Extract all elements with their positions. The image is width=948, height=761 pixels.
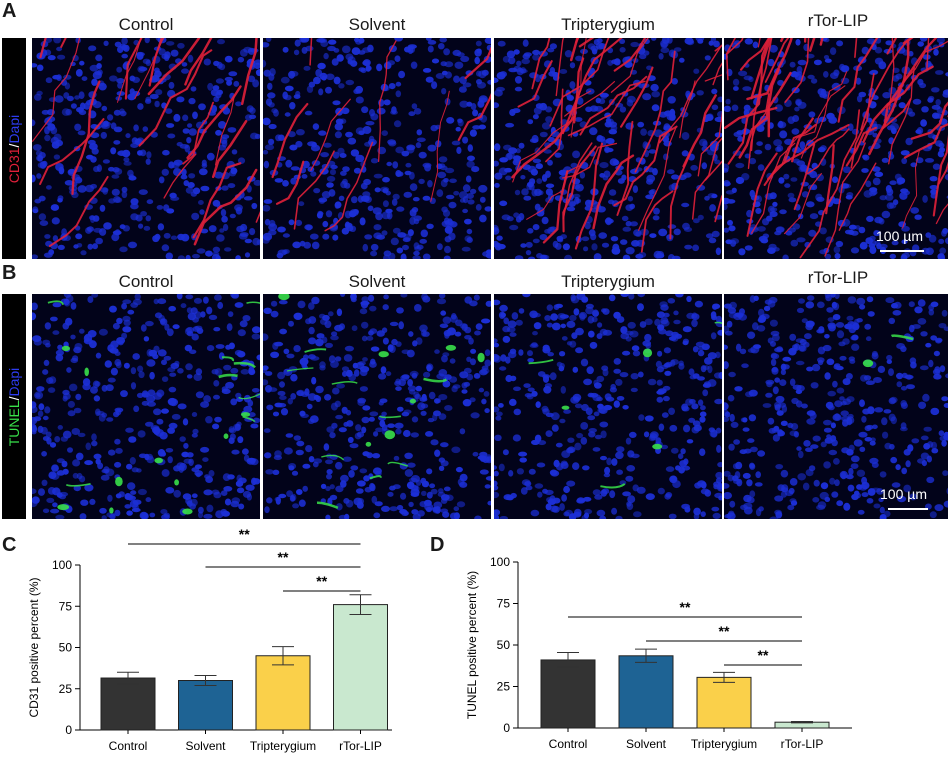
tunel-bar-chart: 0 25 50 75 100 TUNEL positive percent (%) Cont…	[465, 555, 852, 751]
significance-label-c-0: **	[239, 526, 250, 542]
x-tick-label-c-3: rTor-LIP	[339, 739, 382, 753]
stain-dapi-text: Dapi	[6, 367, 22, 396]
scale-bar-a	[880, 250, 924, 252]
bar-c-2	[255, 655, 311, 731]
stain-cd31-text: CD31	[6, 146, 22, 183]
stain-tunel-text: TUNEL	[6, 399, 22, 446]
significance-label-c-2: **	[316, 573, 327, 589]
y-tick-label-c-75: 75	[59, 599, 73, 613]
panel-label-c: C	[2, 534, 17, 556]
panel-label-a: A	[2, 0, 17, 22]
y-tick-label-d-25: 25	[497, 680, 511, 694]
panel-label-d: D	[430, 534, 445, 556]
y-tick-label-c-0: 0	[65, 723, 72, 737]
bar-c-3	[333, 604, 388, 731]
y-axis-title-c: CD31 positive percent (%)	[27, 577, 41, 717]
significance-label-c-1: **	[278, 549, 289, 565]
column-title-tripterygium-b: Tripterygium	[561, 272, 655, 291]
bar-d-1	[618, 655, 674, 729]
panel-label-b: B	[2, 262, 17, 284]
column-title-tripterygium-a: Tripterygium	[561, 15, 655, 34]
significance-label-d-0: **	[680, 599, 691, 615]
stain-dapi-text: Dapi	[6, 114, 22, 144]
significance-label-d-2: **	[758, 647, 769, 663]
scale-label-a: 100 µm	[876, 228, 923, 244]
x-tick-label-c-2: Tripterygium	[250, 739, 316, 753]
y-axis-title-d: TUNEL positive percent (%)	[465, 571, 479, 719]
x-tick-label-c-0: Control	[109, 739, 148, 753]
micrograph-a-tripterygium	[494, 38, 722, 259]
x-tick-label-d-2: Tripterygium	[691, 737, 757, 751]
stain-label-tunel: TUNEL/Dapi	[2, 294, 26, 519]
y-tick-label-c-25: 25	[59, 682, 73, 696]
stain-label-cd31: CD31/Dapi	[2, 38, 26, 259]
scale-bar-b	[888, 508, 928, 510]
micrograph-a-rtorlip	[724, 38, 948, 259]
micrograph-b-control	[32, 294, 260, 519]
bar-c-1	[178, 680, 233, 731]
micrograph-b-rtorlip	[724, 294, 948, 519]
column-title-control-a: Control	[118, 15, 174, 34]
stain-sep-text: /	[6, 143, 22, 147]
bar-d-2	[696, 676, 752, 729]
bar-d-0	[540, 659, 596, 729]
y-tick-label-d-50: 50	[497, 638, 511, 652]
micrograph-a-control	[32, 38, 260, 259]
column-title-control-b: Control	[118, 272, 174, 291]
y-tick-label-d-100: 100	[490, 555, 510, 569]
x-tick-label-d-0: Control	[549, 737, 588, 751]
micrograph-b-solvent	[263, 294, 491, 519]
y-tick-label-c-50: 50	[59, 641, 73, 655]
cd31-bar-chart: 0 25 50 75 100 CD31 positive percent (%) Contr…	[27, 526, 392, 753]
bar-c-0	[100, 677, 156, 731]
significance-label-d-1: **	[719, 623, 730, 639]
stain-sep-text: /	[6, 396, 22, 400]
micrograph-b-tripterygium	[494, 294, 722, 519]
column-title-solvent-b: Solvent	[348, 272, 406, 291]
scale-label-b: 100 µm	[880, 486, 927, 502]
column-title-solvent-a: Solvent	[348, 15, 406, 34]
micrograph-a-solvent	[263, 38, 491, 259]
column-title-rtorlip-a: rTor-LIP	[807, 11, 869, 30]
x-tick-label-c-1: Solvent	[185, 739, 226, 753]
x-tick-label-d-3: rTor-LIP	[781, 737, 824, 751]
y-tick-label-c-100: 100	[52, 558, 72, 572]
y-tick-label-d-75: 75	[497, 597, 511, 611]
y-tick-label-d-0: 0	[503, 721, 510, 735]
x-tick-label-d-1: Solvent	[626, 737, 667, 751]
column-title-rtorlip-b: rTor-LIP	[807, 268, 869, 287]
